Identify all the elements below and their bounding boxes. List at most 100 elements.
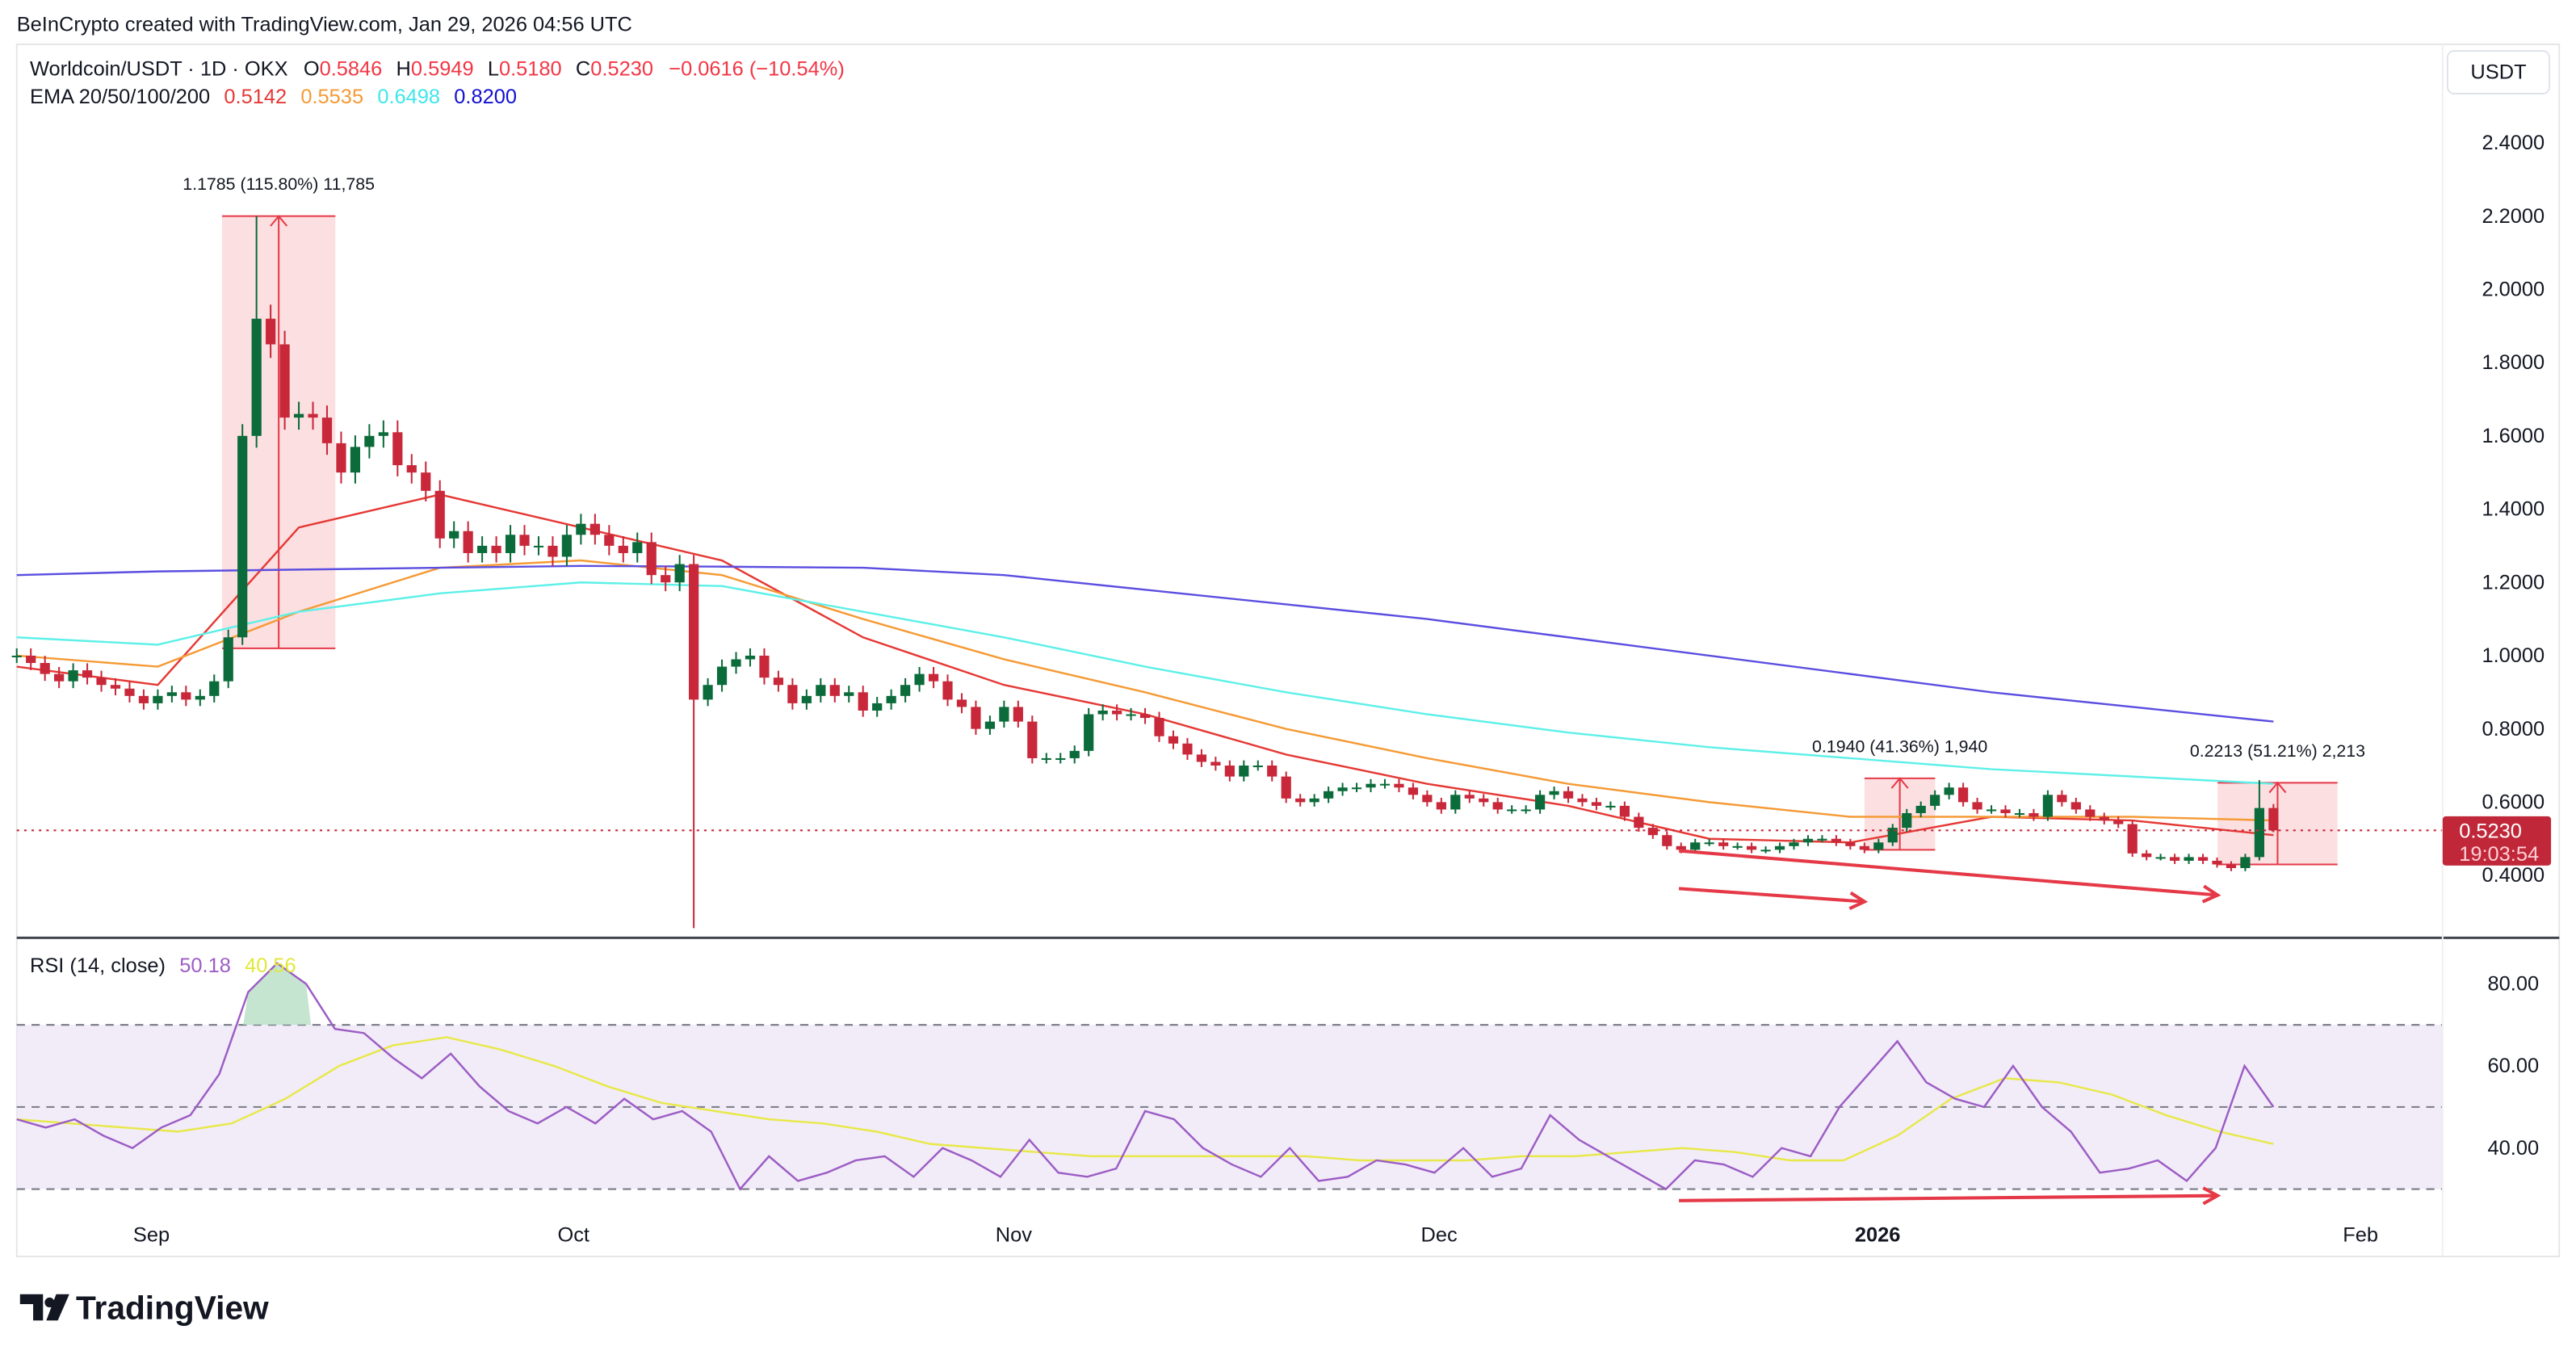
rsi-ma-line xyxy=(16,1036,2274,1162)
brand-name: TradingView xyxy=(76,1289,269,1326)
candle-body xyxy=(1464,795,1475,799)
candle-body xyxy=(1845,842,1856,846)
candle-body xyxy=(1069,750,1080,758)
candle-body xyxy=(1634,816,1644,829)
candle-body xyxy=(1704,842,1714,845)
candle-body xyxy=(1097,710,1108,715)
candle-body xyxy=(421,472,431,491)
ema200-value: 0.8200 xyxy=(454,86,517,108)
candle-body xyxy=(1479,798,1489,803)
candle-body xyxy=(336,443,346,473)
candle-body xyxy=(561,535,573,557)
candle-body xyxy=(2268,808,2279,831)
candle-body xyxy=(266,318,276,345)
candle-body xyxy=(928,673,939,682)
candle-body xyxy=(1577,798,1588,803)
candle-body xyxy=(110,685,121,689)
candle-body xyxy=(2057,795,2067,803)
ema200-line xyxy=(16,564,2274,723)
candle-body xyxy=(96,678,107,686)
measure-label: 0.1940 (41.36%) 1,940 xyxy=(1812,736,1987,756)
candle-body xyxy=(1394,783,1404,788)
candle-body xyxy=(1295,798,1306,803)
candle-body xyxy=(1972,802,1982,810)
candle-body xyxy=(745,655,756,660)
candle-body xyxy=(844,692,854,696)
candle-body xyxy=(858,692,868,711)
candle-body xyxy=(308,413,318,418)
candle-body xyxy=(872,703,883,711)
candle-body xyxy=(576,523,586,535)
candle-body xyxy=(181,692,191,700)
candle-body xyxy=(1027,721,1038,758)
candle-body xyxy=(1591,802,1602,806)
candle-body xyxy=(449,531,459,539)
candle-body xyxy=(1944,787,1954,795)
time-tick-label: Oct xyxy=(557,1224,589,1247)
measure-arrow xyxy=(1890,777,1909,850)
candle-body xyxy=(984,721,996,729)
candle-body xyxy=(548,545,558,557)
rsi-divergence-arrow-head xyxy=(2202,1186,2221,1206)
symbol-legend: Worldcoin/USDT · 1D · OKX O0.5846 H0.594… xyxy=(30,58,845,81)
candle-body xyxy=(646,542,657,576)
currency-button[interactable]: USDT xyxy=(2446,50,2551,94)
candle-body xyxy=(1126,714,1136,716)
candle-body xyxy=(491,545,501,553)
candle-body xyxy=(378,432,388,436)
candle-body xyxy=(251,318,262,436)
candle-body xyxy=(1055,757,1066,760)
tradingview-logo-icon xyxy=(19,1294,69,1321)
time-tick-label: Nov xyxy=(996,1224,1032,1247)
candle-body xyxy=(166,692,177,696)
price-tick-label: 2.4000 xyxy=(2482,132,2545,154)
ema100-value: 0.6498 xyxy=(377,86,440,108)
price-tick-label: 2.2000 xyxy=(2482,205,2545,228)
rsi-label[interactable]: RSI (14, close) xyxy=(30,954,166,977)
candle-body xyxy=(632,542,643,553)
candle-body xyxy=(731,659,741,667)
candle-body xyxy=(1507,809,1517,812)
measure-label: 1.1785 (115.80%) 11,785 xyxy=(183,174,375,194)
candle-body xyxy=(661,575,671,583)
candle-body xyxy=(1802,838,1814,843)
candle-body xyxy=(463,531,473,553)
candle-body xyxy=(477,545,488,553)
open-label: O xyxy=(304,58,320,81)
candle-body xyxy=(434,490,445,539)
rsi-value: 50.18 xyxy=(179,954,231,977)
candle-body xyxy=(589,523,600,535)
candle-body xyxy=(519,535,530,546)
candle-body xyxy=(2240,857,2251,869)
price-tick-label: 2.0000 xyxy=(2482,279,2545,301)
candle-body xyxy=(942,681,953,700)
candle-body xyxy=(1619,805,1630,817)
candle-body xyxy=(1210,761,1221,766)
rsi-divergence-arrow xyxy=(1679,1193,2218,1202)
candle-body xyxy=(2254,808,2264,858)
candle-body xyxy=(1337,787,1348,791)
ema100-line xyxy=(16,581,2274,785)
candle-body xyxy=(816,685,826,696)
candle-body xyxy=(293,413,304,418)
ema-label[interactable]: EMA 20/50/100/200 xyxy=(30,86,210,108)
divergence-trendline-arrow-head xyxy=(2201,884,2221,904)
candle-body xyxy=(237,435,248,638)
tradingview-logo[interactable]: TradingView xyxy=(19,1289,269,1326)
credit-text: BeInCrypto created with TradingView.com,… xyxy=(17,14,632,36)
high-label: H xyxy=(396,58,411,81)
candle-body xyxy=(1436,802,1446,810)
candle-body xyxy=(1196,754,1207,762)
price-tick-label: 0.6000 xyxy=(2482,791,2545,814)
divergence-arrow-head xyxy=(1848,891,1869,910)
candle-body xyxy=(1549,791,1559,795)
candle-body xyxy=(1662,835,1672,846)
candle-body xyxy=(2099,816,2109,821)
candle-body xyxy=(1492,802,1503,810)
candle-body xyxy=(1521,809,1531,812)
candle-body xyxy=(68,670,78,682)
symbol-title[interactable]: Worldcoin/USDT · 1D · OKX xyxy=(30,58,288,81)
candle-body xyxy=(1281,776,1291,799)
candle-body xyxy=(801,695,812,703)
